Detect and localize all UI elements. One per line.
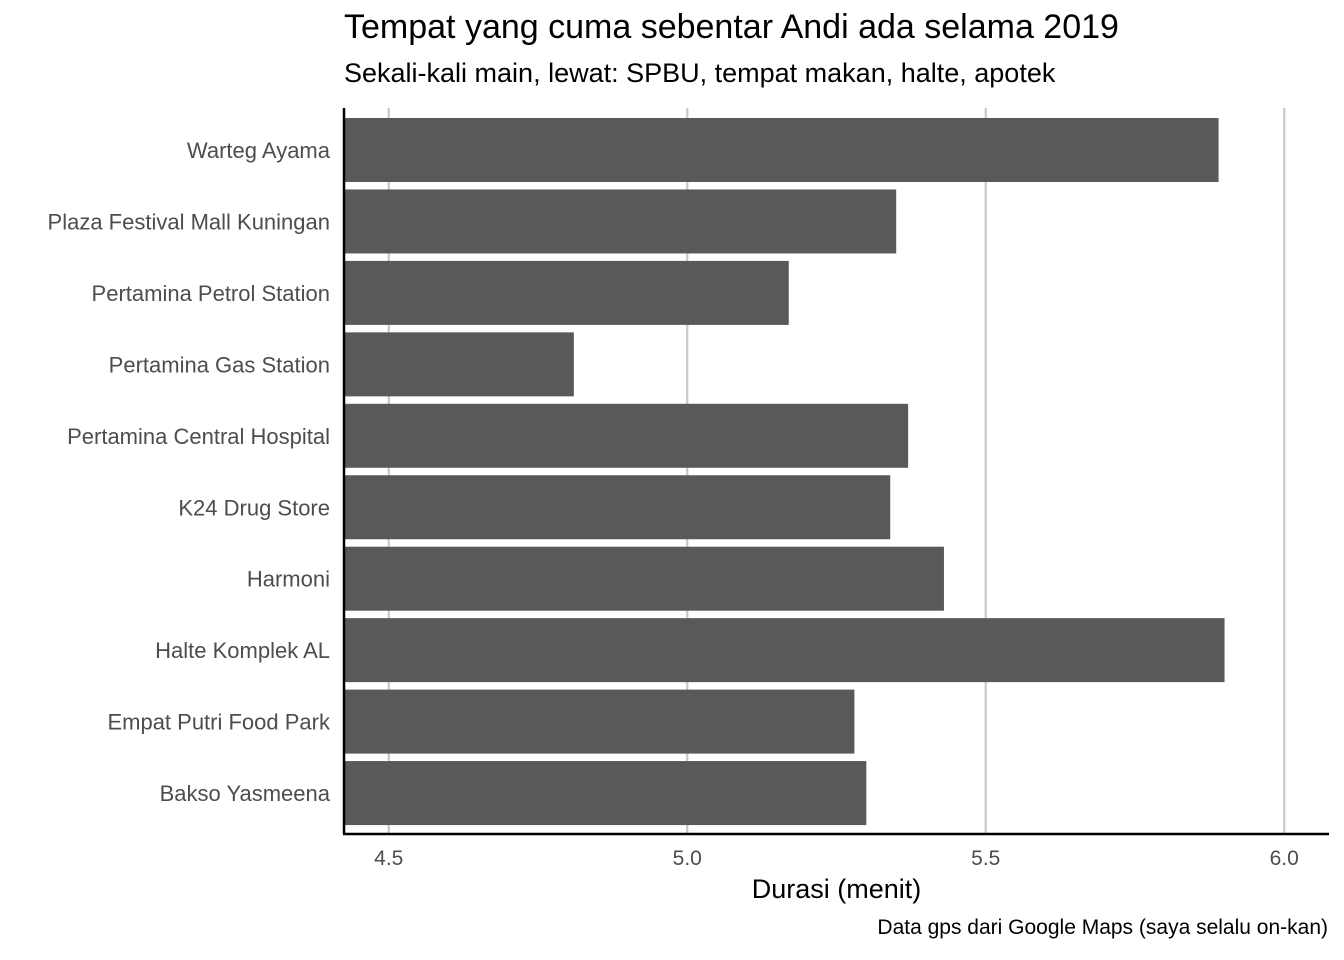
bar [344, 618, 1225, 683]
y-tick-label: Harmoni [247, 567, 330, 592]
y-tick-label: Empat Putri Food Park [107, 710, 331, 735]
bar [344, 689, 855, 754]
y-tick-label: Bakso Yasmeena [160, 781, 331, 806]
x-tick-label: 4.5 [374, 847, 403, 870]
y-tick-label: Warteg Ayama [187, 138, 331, 163]
label-layer: 4.5 5.0 5.5 6.0 Warteg Ayama Plaza Festival M… [48, 138, 1299, 870]
bar-layer [344, 118, 1225, 826]
y-tick-label: Pertamina Petrol Station [92, 281, 330, 306]
bar [344, 260, 789, 325]
bar [344, 761, 867, 826]
bar [344, 189, 897, 254]
axis-layer [342, 108, 1329, 836]
chart-subtitle: Sekali-kali main, lewat: SPBU, tempat ma… [344, 58, 1056, 88]
chart-title: Tempat yang cuma sebentar Andi ada selam… [344, 8, 1119, 46]
bar [344, 118, 1219, 182]
x-tick-label: 5.5 [971, 847, 1000, 870]
x-tick-label: 6.0 [1270, 847, 1299, 870]
bar [344, 403, 909, 468]
y-tick-label: Pertamina Gas Station [109, 352, 330, 377]
chart-caption: Data gps dari Google Maps (saya selalu o… [877, 916, 1328, 939]
x-tick-label: 5.0 [673, 847, 702, 870]
bar [344, 475, 891, 540]
bar [344, 546, 944, 611]
x-axis-title: Durasi (menit) [751, 874, 922, 904]
bar [344, 332, 574, 397]
y-tick-label: Pertamina Central Hospital [67, 424, 330, 449]
y-tick-label: K24 Drug Store [178, 495, 330, 520]
y-tick-label: Plaza Festival Mall Kuningan [48, 209, 330, 234]
y-tick-label: Halte Komplek AL [155, 638, 330, 663]
